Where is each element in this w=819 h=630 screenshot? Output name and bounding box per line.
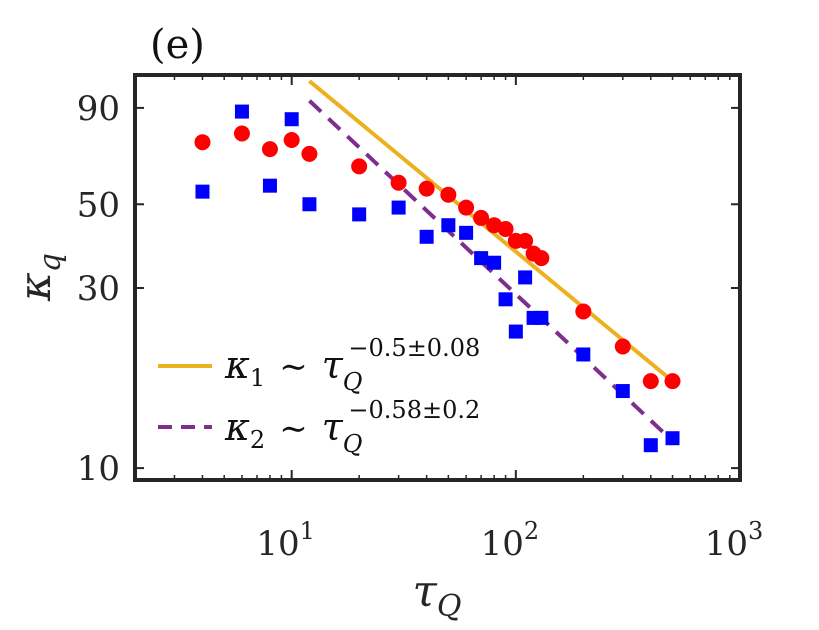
x-axis-label-sub: Q: [437, 589, 462, 624]
y-tick-label: 10: [77, 449, 120, 489]
circle-point: [533, 250, 550, 267]
x-tick-label: 102: [481, 517, 540, 564]
legend-fit2-sim: ∼: [279, 409, 308, 449]
square-point: [508, 324, 523, 339]
y-tick-label: 50: [77, 185, 120, 225]
legend-fit1-var-sub: Q: [343, 368, 363, 396]
x-tick-base: 10: [481, 524, 524, 564]
square-point: [391, 200, 406, 215]
circle-point: [418, 180, 435, 197]
square-point: [534, 310, 549, 325]
x-tick-exponent: 3: [748, 517, 763, 545]
x-tick-label: 101: [256, 517, 315, 564]
square-point: [474, 251, 489, 266]
square-series: [195, 104, 680, 453]
legend-fit2-symbol: κ: [224, 405, 250, 449]
circle-point: [664, 373, 681, 390]
circle-point: [390, 174, 407, 191]
circle-point: [194, 134, 211, 151]
square-point: [234, 104, 249, 119]
square-point: [487, 255, 502, 270]
y-axis-label-sub: q: [33, 253, 68, 272]
square-point: [302, 197, 317, 212]
circle-point: [497, 220, 514, 237]
square-point: [576, 347, 591, 362]
y-tick-label: 90: [77, 89, 120, 129]
circle-point: [283, 131, 300, 148]
circle-point: [301, 145, 318, 162]
x-axis-label-main: τ: [413, 566, 438, 617]
square-point: [284, 112, 299, 127]
square-point: [498, 292, 513, 307]
legend: κ1 ∼ τQ−0.5±0.08 κ2 ∼ τQ−0.58±0.2: [158, 334, 480, 458]
square-point: [195, 184, 210, 199]
plot-frame: [133, 73, 742, 482]
circle-point: [642, 373, 659, 390]
legend-fit1-symbol: κ: [224, 343, 250, 387]
legend-entry-fit1: κ1 ∼ τQ −0.5±0.08: [224, 334, 480, 396]
circle-point: [614, 338, 631, 355]
square-point: [518, 270, 533, 285]
fit2-line: [308, 99, 674, 443]
y-tick-label: 30: [77, 269, 120, 309]
legend-fit1-sub: 1: [250, 364, 265, 392]
square-point: [459, 225, 474, 240]
legend-fit2-sub: 2: [250, 426, 265, 454]
legend-fit2-var: τ: [322, 405, 344, 449]
circle-point: [440, 186, 457, 203]
circle-point: [233, 125, 250, 142]
legend-entry-fit2: κ2 ∼ τQ −0.58±0.2: [224, 396, 480, 458]
circle-point: [458, 199, 475, 216]
square-point: [352, 207, 367, 222]
square-point: [643, 438, 658, 453]
square-point: [441, 218, 456, 233]
x-tick-base: 10: [256, 524, 299, 564]
panel-label: (e): [150, 22, 205, 68]
y-axis-label: κq: [10, 253, 68, 302]
circle-point: [517, 232, 534, 249]
x-axis: 101 102 103: [173, 75, 764, 564]
square-point: [419, 229, 434, 244]
x-tick-label: 103: [705, 517, 764, 564]
x-tick-base: 10: [705, 524, 748, 564]
square-point: [262, 178, 277, 193]
square-point: [615, 384, 630, 399]
y-axis: 10 30 50 90: [77, 89, 740, 489]
x-axis-label: τQ: [413, 566, 462, 624]
circle-point: [575, 303, 592, 320]
circle-point: [473, 209, 490, 226]
legend-fit1-var: τ: [322, 343, 344, 387]
circle-series: [194, 125, 681, 390]
y-axis-label-main: κ: [10, 272, 61, 302]
legend-fit1-sim: ∼: [279, 347, 308, 387]
legend-fit2-var-sub: Q: [343, 430, 363, 458]
circle-point: [261, 141, 278, 158]
x-tick-exponent: 2: [524, 517, 539, 545]
legend-fit2-exponent: −0.58±0.2: [348, 396, 480, 424]
legend-fit1-exponent: −0.5±0.08: [348, 334, 480, 362]
circle-point: [351, 158, 368, 175]
x-tick-exponent: 1: [300, 517, 315, 545]
square-point: [665, 431, 680, 446]
